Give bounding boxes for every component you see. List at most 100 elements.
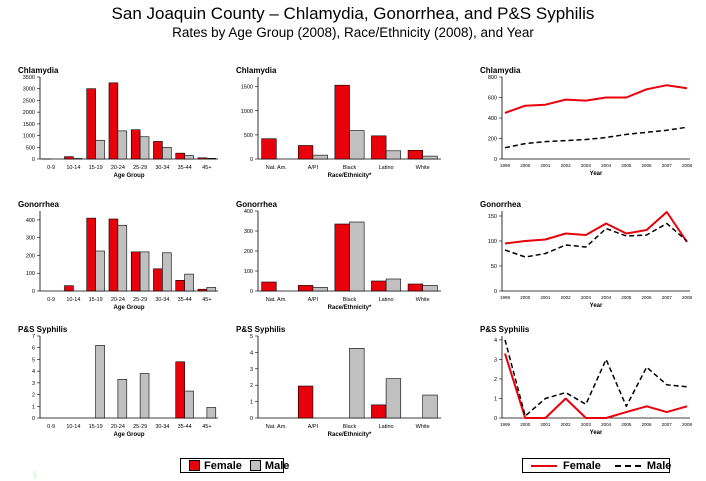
age-syphilis-bar-female-6	[175, 361, 185, 419]
age-chlamydia-bar-female-6	[175, 152, 185, 160]
race-chlamydia-bar-male-3	[385, 150, 402, 160]
age-gonorrhea-bar-female-3	[108, 218, 119, 292]
year-gonorrhea-xtick-label-8: 2007	[662, 295, 673, 300]
year-chlamydia-xlabel: Year	[590, 171, 603, 177]
race-syphilis-bar-female-1	[297, 385, 314, 419]
age-syphilis-ytick-label-3: 3	[32, 381, 35, 387]
year-chlamydia-ytick-label-4: 800	[488, 75, 497, 81]
age-chlamydia-xtick-label-2: 15-19	[89, 165, 103, 171]
race-gonorrhea-bar-male-2	[349, 221, 365, 292]
year-gonorrhea-xlabel: Year	[590, 303, 603, 309]
age-gonorrhea-bar-female-5	[153, 268, 163, 292]
age-gonorrhea-bar-male-6	[184, 273, 194, 292]
age-gonorrhea-xtick-label-4: 25-29	[133, 297, 147, 303]
race-gonorrhea-xtick-label-2: Black	[343, 297, 357, 303]
race-chlamydia-bar-female-1	[297, 145, 314, 160]
race-chlamydia-ytick-label-0: 0	[250, 157, 253, 163]
age-chlamydia-xtick-label-0: 0-9	[47, 165, 55, 171]
age-chlamydia-xtick-label-4: 25-29	[133, 165, 147, 171]
year-syphilis-title: P&S Syphilis	[480, 325, 530, 334]
age-syphilis-bar-male-3	[117, 379, 128, 419]
age-chlamydia-ytick-label-6: 3000	[23, 87, 35, 93]
age-chlamydia-bar-female-5	[153, 141, 163, 160]
age-gonorrhea-ytick-label-2: 200	[26, 253, 35, 259]
year-gonorrhea-xtick-label-4: 2003	[581, 295, 592, 300]
race-syphilis-bar-male-4	[422, 394, 438, 419]
year-chlamydia-line-female	[504, 84, 688, 114]
year-gonorrhea-xtick-label-0: 1999	[500, 295, 511, 300]
year-syphilis-ytick-label-3: 3	[494, 357, 497, 363]
year-gonorrhea-xtick-label-6: 2005	[621, 295, 632, 300]
age-syphilis-bar-male-6	[184, 390, 194, 419]
age-syphilis-xtick-label-2: 15-19	[89, 424, 103, 430]
race-chlamydia-ytick-label-1: 500	[244, 133, 253, 139]
age-gonorrhea-ytick-label-0: 0	[32, 289, 35, 295]
age-chlamydia-xtick-label-3: 20-24	[111, 165, 125, 171]
race-gonorrhea-xtick-label-1: A/PI	[308, 297, 319, 303]
year-syphilis-line-male	[504, 339, 688, 417]
age-gonorrhea-xtick-label-1: 10-14	[66, 297, 80, 303]
age-gonorrhea-bar-male-4	[139, 251, 150, 292]
year-syphilis-xtick-label-3: 2002	[561, 422, 572, 427]
year-chlamydia-ytick-label-0: 0	[494, 157, 497, 163]
race-gonorrhea-ytick-label-0: 0	[250, 289, 253, 295]
race-gonorrhea-bar-male-3	[385, 278, 402, 292]
age-chlamydia-xtick-label-7: 45+	[202, 165, 211, 171]
age-gonorrhea-bar-male-7	[206, 287, 217, 292]
race-syphilis-ytick-label-5: 5	[250, 334, 253, 340]
year-chlamydia-xtick-label-0: 1999	[500, 163, 511, 168]
age-syphilis-ytick-label-5: 5	[32, 357, 35, 363]
age-gonorrhea-xtick-label-5: 30-34	[155, 297, 169, 303]
corner-mark: |	[34, 470, 37, 479]
race-syphilis-ytick-label-1: 1	[250, 400, 253, 406]
race-gonorrhea-bar-male-4	[422, 285, 438, 292]
age-syphilis-xtick-label-7: 45+	[202, 424, 211, 430]
year-chlamydia-line-male	[504, 126, 688, 149]
race-chlamydia-ytick-label-2: 1000	[241, 109, 253, 115]
race-syphilis-xtick-label-3: Latino	[379, 424, 394, 430]
year-syphilis-xtick-label-6: 2005	[621, 422, 632, 427]
year-gonorrhea-ytick-label-0: 0	[494, 289, 497, 295]
year-syphilis-ytick-label-4: 4	[494, 338, 497, 344]
bar-legend-female-label: Female	[204, 459, 242, 472]
year-syphilis-xtick-label-2: 2001	[540, 422, 551, 427]
race-chlamydia-xtick-label-2: Black	[343, 165, 357, 171]
race-gonorrhea-title: Gonorrhea	[236, 200, 277, 209]
age-gonorrhea-xtick-label-6: 35-44	[178, 297, 192, 303]
year-syphilis-ytick-label-1: 1	[494, 396, 497, 402]
race-gonorrhea-bar-female-2	[334, 223, 350, 292]
race-gonorrhea-bar-male-1	[312, 287, 328, 292]
year-gonorrhea-xtick-label-9: 2008	[682, 295, 693, 300]
year-chlamydia-title: Chlamydia	[480, 66, 521, 75]
year-chlamydia-xtick-label-8: 2007	[662, 163, 673, 168]
bar-legend-male: Male	[249, 460, 289, 472]
line-legend-male-label: Male	[646, 459, 672, 472]
age-syphilis-bar-male-2	[95, 345, 105, 419]
age-chlamydia-ytick-label-5: 2500	[23, 98, 35, 104]
race-chlamydia-bar-male-1	[312, 154, 328, 160]
age-chlamydia-ytick-label-2: 1000	[23, 134, 35, 140]
race-gonorrhea-ytick-label-2: 200	[244, 249, 253, 255]
age-syphilis-ytick-label-1: 1	[32, 404, 35, 410]
year-chlamydia-xtick-label-7: 2006	[642, 163, 653, 168]
age-gonorrhea-bar-female-4	[130, 251, 141, 292]
age-chlamydia-title: Chlamydia	[18, 66, 59, 75]
race-gonorrhea-bar-female-3	[371, 280, 387, 292]
race-gonorrhea-ytick-label-3: 300	[244, 229, 253, 235]
race-gonorrhea-xlabel: Race/Ethnicity*	[328, 305, 372, 311]
female-line-icon	[531, 464, 557, 467]
age-chlamydia-bar-female-3	[108, 82, 119, 160]
race-syphilis-bar-male-3	[385, 378, 402, 419]
race-syphilis-xtick-label-4: White	[416, 424, 430, 430]
age-gonorrhea-bar-male-2	[95, 250, 105, 292]
age-gonorrhea-ytick-label-1: 100	[26, 271, 35, 277]
age-chlamydia-bar-male-4	[139, 136, 150, 160]
age-chlamydia-ytick-label-0: 0	[32, 157, 35, 163]
year-syphilis-line-female	[504, 353, 688, 419]
race-chlamydia-bar-male-4	[422, 155, 438, 160]
age-syphilis-title: P&S Syphilis	[18, 325, 68, 334]
age-chlamydia-bar-female-4	[130, 129, 141, 160]
age-syphilis-xlabel: Age Group	[114, 432, 145, 438]
race-gonorrhea-bar-female-4	[407, 283, 423, 292]
race-chlamydia-xtick-label-1: A/PI	[308, 165, 319, 171]
